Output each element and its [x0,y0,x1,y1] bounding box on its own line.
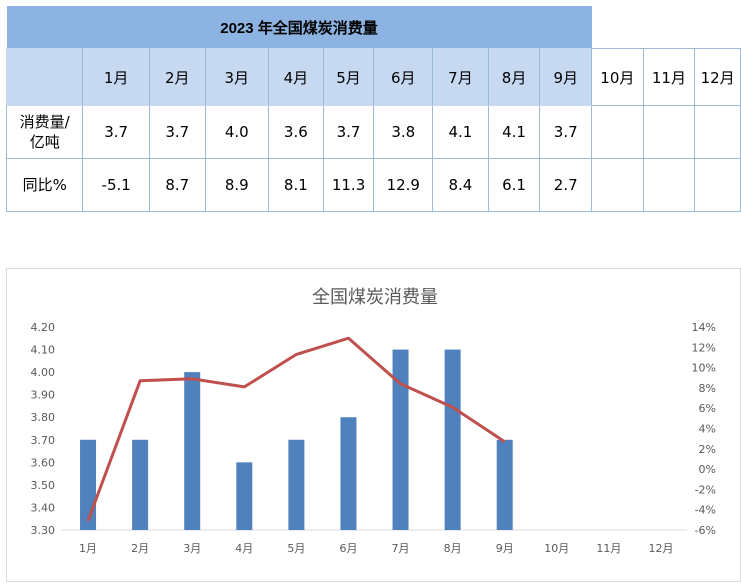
month-header-row: 1月 2月 3月 4月 5月 6月 7月 8月 9月 10月 11月 12月 [5,48,741,106]
y-left-tick-label: 3.30 [31,524,56,537]
row-label-line: 亿吨 [29,133,60,151]
consumption-row: 消费量/亿吨 3.7 3.7 4.0 3.6 3.7 3.8 4.1 4.1 3.7 [5,105,741,159]
bar [340,417,357,530]
bar [444,349,461,530]
row-label: 同比% [5,158,84,212]
y-right-tick-label: 12% [692,341,716,354]
table-cell: 8.4 [432,158,489,212]
coal-consumption-table: 2023 年全国煤炭消费量 1月 2月 3月 4月 5月 6月 7月 8月 9月 10月 11月 12… [5,6,741,212]
y-left-tick-label: 3.60 [31,456,56,469]
month-header: 2月 [148,48,206,106]
y-right-tick-label: 0% [699,463,716,476]
y-left-tick-label: 3.40 [31,501,56,514]
y-right-tick-label: -4% [695,504,716,517]
table-cell [591,105,644,159]
yoy-row: 同比% -5.1 8.7 8.9 8.1 11.3 12.9 8.4 6.1 2.7 [5,158,741,212]
month-header: 8月 [487,48,541,106]
table-cell: 12.9 [373,158,434,212]
y-left-tick-label: 3.50 [31,479,56,492]
y-right-tick-label: -6% [695,524,716,537]
y-left-tick-label: 3.70 [31,434,56,447]
x-tick-label: 11月 [596,542,621,555]
table-cell: 2.7 [539,158,593,212]
month-header: 4月 [268,48,324,106]
bar [184,372,201,530]
y-right-tick-label: -2% [695,483,716,496]
month-header: 12月 [694,48,741,106]
x-tick-label: 9月 [496,542,514,555]
table-cell: 4.1 [487,105,541,159]
yoy-line [86,336,506,522]
table-title: 2023 年全国煤炭消费量 [6,6,592,49]
table-cell: 6.1 [487,158,541,212]
y-left-tick-label: 3.80 [31,411,56,424]
table-cell: 3.8 [373,105,434,159]
bar [288,439,305,530]
month-header: 10月 [591,48,644,106]
table-cell: 4.1 [432,105,489,159]
x-tick-label: 8月 [444,542,462,555]
y-right-tick-label: 10% [692,362,716,375]
table-cell: 3.7 [539,105,593,159]
x-tick-label: 7月 [392,542,410,555]
table-cell: 8.7 [148,158,206,212]
y-left-tick-label: 4.10 [31,344,56,357]
table-cell: 3.6 [268,105,324,159]
chart-canvas: 全国煤炭消费量 3.30 3.40 3.50 3.60 3.70 3.80 3.90 4.00 4… [31,287,717,555]
bar [496,439,513,530]
table-cell: 11.3 [322,158,375,212]
bar [236,462,253,530]
x-tick-label: 4月 [235,542,253,555]
y-right-tick-label: 2% [699,443,716,456]
x-tick-label: 1月 [79,542,97,555]
table-cell [591,158,644,212]
table-cell: 8.1 [268,158,324,212]
coal-consumption-chart: 全国煤炭消费量 3.30 3.40 3.50 3.60 3.70 3.80 3.90 4.00 4… [6,268,741,582]
month-header: 9月 [539,48,593,106]
table-cell [642,105,696,159]
y-right-tick-label: 14% [692,321,716,334]
x-tick-label: 5月 [287,542,305,555]
bar [80,439,97,530]
y-right-tick-label: 8% [699,382,716,395]
table-cell [694,158,741,212]
row-label-line: 同比% [22,176,67,194]
x-tick-label: 12月 [648,542,673,555]
month-header: 6月 [373,48,434,106]
y-left-tick-label: 4.00 [31,366,56,379]
x-tick-label: 2月 [131,542,149,555]
table-cell: 3.7 [148,105,206,159]
y-right-tick-label: 6% [699,402,716,415]
month-header: 5月 [322,48,375,106]
x-tick-label: 10月 [544,542,569,555]
y-left-tick-label: 3.90 [31,389,56,402]
table-cell [694,105,741,159]
table-cell: 8.9 [204,158,270,212]
table-cell: 3.7 [322,105,375,159]
month-header: 3月 [204,48,270,106]
chart-title: 全国煤炭消费量 [312,287,438,308]
y-right-tick-label: 4% [699,423,716,436]
x-tick-label: 3月 [183,542,201,555]
table-cell: 3.7 [82,105,150,159]
header-corner-cell [5,48,84,106]
table-cell: -5.1 [82,158,150,212]
row-label: 消费量/亿吨 [5,105,84,159]
row-label-line: 消费量/ [19,113,70,131]
table-cell [642,158,696,212]
month-header: 11月 [642,48,696,106]
table-cell: 4.0 [204,105,270,159]
month-header: 7月 [432,48,489,106]
bar [132,439,149,530]
y-left-tick-label: 4.20 [31,321,56,334]
month-header: 1月 [82,48,150,106]
x-tick-label: 6月 [339,542,357,555]
bar [392,349,409,530]
